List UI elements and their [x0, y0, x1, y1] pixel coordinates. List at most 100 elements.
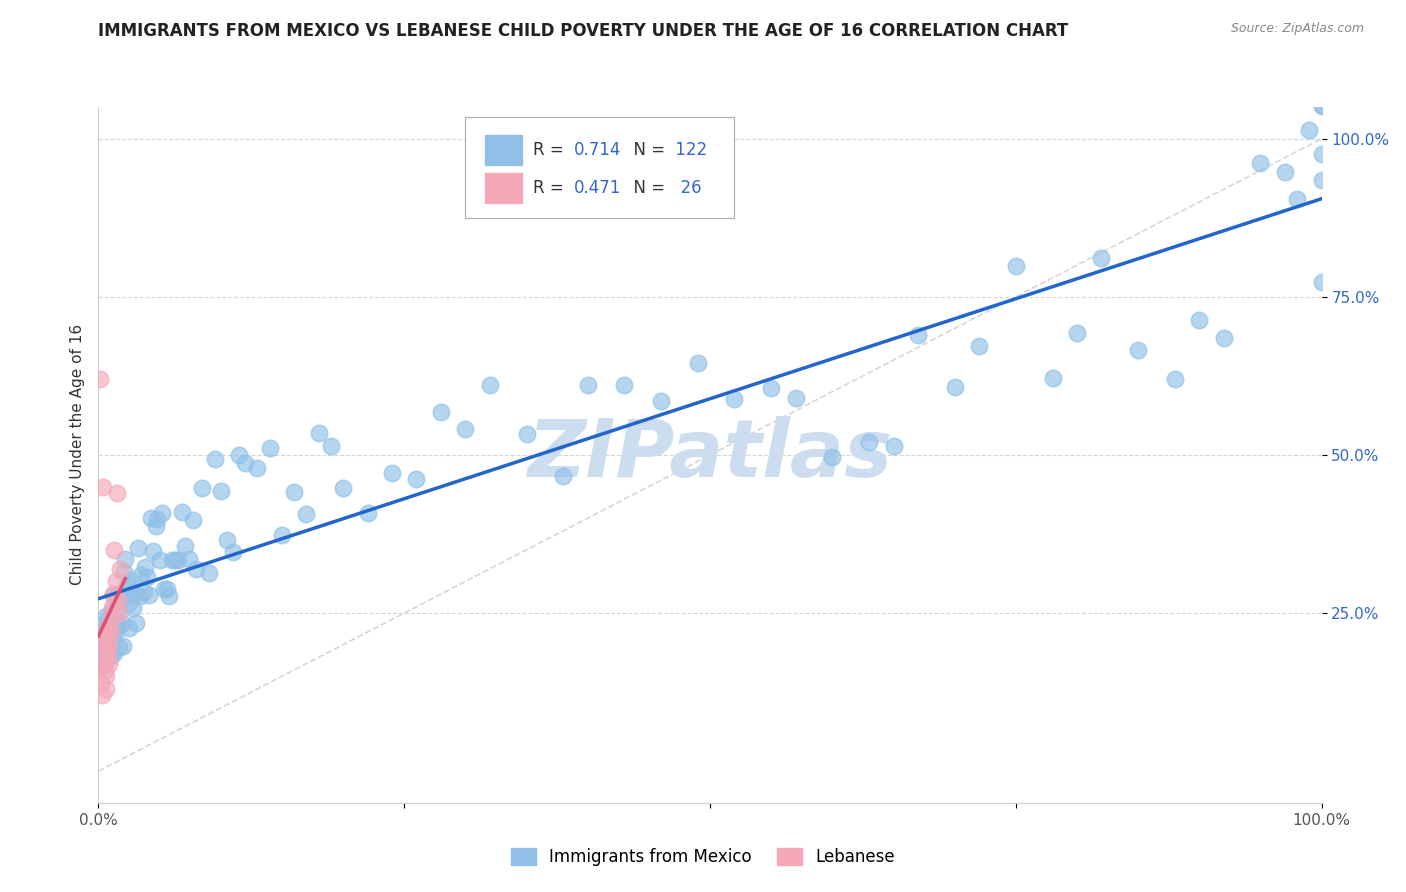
FancyBboxPatch shape — [484, 172, 523, 203]
Point — [430, 405, 453, 419]
Point — [821, 450, 844, 464]
Point — [156, 582, 179, 597]
Point — [107, 587, 129, 601]
Point — [270, 528, 294, 542]
Point — [157, 589, 180, 603]
Point — [117, 597, 139, 611]
Point — [94, 681, 117, 696]
Point — [215, 533, 238, 547]
Point — [91, 657, 114, 671]
Point — [356, 506, 378, 520]
Y-axis label: Child Poverty Under the Age of 16: Child Poverty Under the Age of 16 — [69, 325, 84, 585]
Point — [146, 511, 169, 525]
Point — [1310, 99, 1333, 113]
Point — [1164, 372, 1187, 386]
Point — [177, 552, 200, 566]
FancyBboxPatch shape — [465, 118, 734, 219]
Point — [138, 588, 160, 602]
Point — [101, 604, 124, 618]
Point — [454, 422, 477, 436]
Point — [97, 650, 120, 665]
Point — [1286, 192, 1309, 206]
Point — [209, 483, 232, 498]
Point — [1310, 146, 1333, 161]
Text: IMMIGRANTS FROM MEXICO VS LEBANESE CHILD POVERTY UNDER THE AGE OF 16 CORRELATION: IMMIGRANTS FROM MEXICO VS LEBANESE CHILD… — [98, 22, 1069, 40]
Point — [103, 542, 125, 557]
Point — [94, 669, 117, 683]
Point — [91, 479, 114, 493]
Point — [100, 625, 122, 640]
Point — [90, 659, 112, 673]
Point — [129, 590, 152, 604]
Point — [107, 593, 129, 607]
Point — [91, 688, 114, 702]
Point — [136, 570, 159, 584]
Point — [1128, 343, 1150, 357]
Point — [100, 615, 122, 629]
Point — [111, 639, 134, 653]
Point — [233, 456, 256, 470]
Point — [1310, 173, 1333, 187]
Point — [405, 472, 427, 486]
Point — [295, 507, 318, 521]
Point — [150, 507, 173, 521]
Point — [114, 551, 136, 566]
Point — [259, 441, 281, 455]
Point — [121, 600, 143, 615]
Point — [115, 578, 138, 592]
Point — [91, 647, 114, 661]
Point — [110, 593, 132, 607]
Point — [96, 624, 118, 638]
Point — [91, 626, 114, 640]
Point — [613, 378, 636, 392]
Point — [170, 505, 193, 519]
Point — [160, 553, 183, 567]
Point — [129, 568, 152, 582]
Point — [907, 328, 929, 343]
Point — [132, 584, 155, 599]
Point — [1212, 331, 1234, 345]
Point — [110, 562, 132, 576]
Point — [96, 627, 118, 641]
Point — [883, 439, 905, 453]
Point — [153, 582, 176, 596]
Point — [174, 539, 197, 553]
Point — [1090, 251, 1112, 265]
Point — [103, 646, 125, 660]
Text: 0.471: 0.471 — [574, 178, 621, 197]
Point — [1042, 370, 1064, 384]
Point — [105, 623, 128, 637]
Point — [120, 573, 142, 587]
Point — [108, 606, 131, 620]
Point — [124, 587, 146, 601]
Point — [246, 461, 269, 475]
Point — [91, 640, 114, 654]
Point — [478, 377, 501, 392]
Point — [112, 565, 135, 579]
Point — [101, 599, 124, 614]
Point — [89, 372, 111, 386]
Point — [1066, 326, 1088, 340]
Point — [204, 452, 226, 467]
Point — [118, 621, 141, 635]
Point — [686, 356, 709, 370]
Point — [186, 562, 208, 576]
Point — [576, 377, 599, 392]
Point — [165, 552, 187, 566]
Point — [858, 435, 880, 450]
Point — [145, 519, 167, 533]
Point — [149, 553, 172, 567]
Text: N =: N = — [623, 178, 665, 197]
Point — [167, 553, 190, 567]
Legend: Immigrants from Mexico, Lebanese: Immigrants from Mexico, Lebanese — [503, 840, 903, 875]
Point — [105, 486, 128, 500]
Point — [97, 620, 120, 634]
Point — [93, 663, 115, 677]
Point — [125, 616, 148, 631]
Point — [100, 649, 122, 664]
Point — [93, 655, 115, 669]
Point — [101, 632, 124, 646]
Point — [93, 635, 115, 649]
Point — [98, 650, 121, 665]
Point — [142, 543, 165, 558]
